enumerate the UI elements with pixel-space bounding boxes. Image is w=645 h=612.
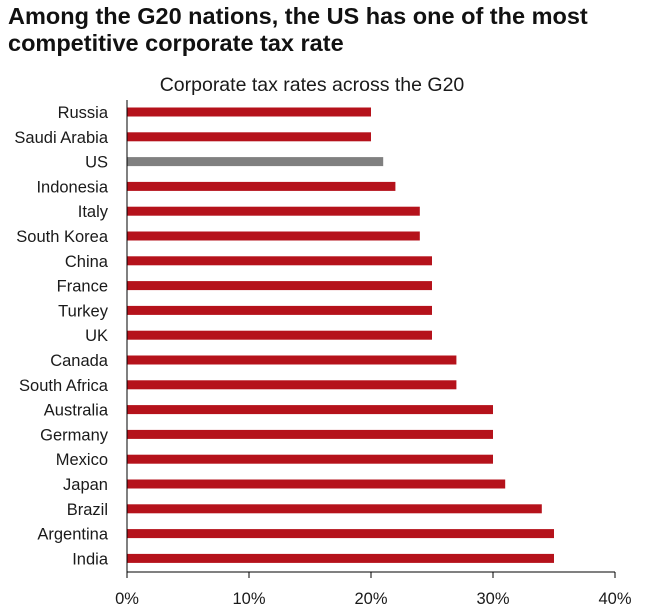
category-label-france: France	[57, 278, 108, 296]
bar-australia	[127, 405, 493, 415]
bar-south-korea	[127, 231, 420, 241]
category-label-saudi-arabia: Saudi Arabia	[14, 129, 108, 147]
x-tick-label-40: 40%	[598, 590, 631, 608]
x-tick-label-10: 10%	[232, 590, 265, 608]
category-label-argentina: Argentina	[37, 526, 108, 544]
category-label-japan: Japan	[63, 476, 108, 494]
bar-turkey	[127, 305, 432, 315]
category-label-australia: Australia	[44, 402, 109, 420]
category-label-mexico: Mexico	[56, 451, 108, 469]
category-label-italy: Italy	[78, 203, 109, 221]
bar-japan	[127, 479, 506, 489]
headline: Among the G20 nations, the US has one of…	[8, 3, 588, 56]
bar-china	[127, 256, 432, 266]
category-label-russia: Russia	[58, 104, 109, 122]
category-label-germany: Germany	[40, 426, 109, 444]
category-label-indonesia: Indonesia	[36, 178, 108, 196]
bar-uk	[127, 330, 432, 340]
bar-india	[127, 553, 554, 563]
bar-brazil	[127, 504, 542, 514]
bar-argentina	[127, 529, 554, 539]
bar-russia	[127, 107, 371, 117]
bar-south-africa	[127, 380, 457, 390]
bar-france	[127, 281, 432, 291]
x-axis: 0% 10% 20% 30% 40%	[115, 100, 632, 608]
category-label-uk: UK	[85, 327, 108, 345]
category-label-south-korea: South Korea	[16, 228, 109, 246]
category-label-turkey: Turkey	[58, 302, 109, 320]
bar-canada	[127, 355, 457, 365]
bar-germany	[127, 429, 493, 439]
x-tick-label-20: 20%	[354, 590, 387, 608]
x-tick-label-0: 0%	[115, 590, 139, 608]
chart-title: Corporate tax rates across the G20	[160, 74, 465, 96]
bars-layer	[127, 107, 554, 563]
category-label-us: US	[85, 154, 108, 172]
bar-indonesia	[127, 181, 396, 191]
category-label-china: China	[65, 253, 109, 271]
category-label-india: India	[72, 550, 109, 568]
category-labels: Russia Saudi Arabia US Indonesia Italy South …	[14, 104, 108, 568]
bar-saudi-arabia	[127, 132, 371, 142]
bar-mexico	[127, 454, 493, 464]
bar-us	[127, 157, 384, 167]
x-tick-label-30: 30%	[476, 590, 509, 608]
category-label-brazil: Brazil	[67, 501, 108, 519]
category-label-canada: Canada	[50, 352, 109, 370]
bar-italy	[127, 206, 420, 216]
category-label-south-africa: South Africa	[19, 377, 109, 395]
